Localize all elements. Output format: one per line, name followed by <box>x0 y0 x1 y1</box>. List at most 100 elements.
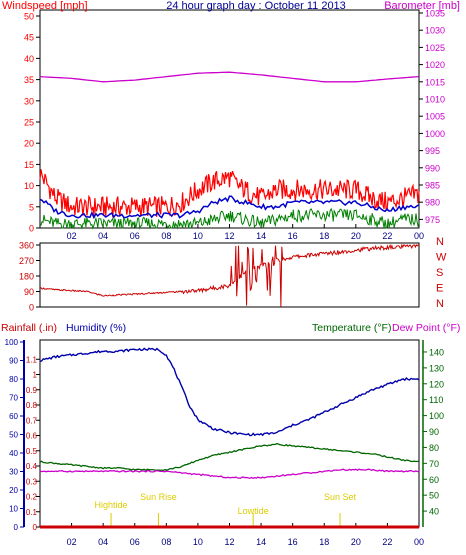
barometer-series-line <box>39 71 420 83</box>
rain-y-tick-label: 0.5 <box>26 447 38 456</box>
wind-y-tick-label: 45 <box>24 33 34 43</box>
humidity-y-tick-label: 60 <box>9 412 18 421</box>
humidity-series-line <box>39 347 420 437</box>
humidity-y-tick-label: 0 <box>14 523 19 532</box>
humidity-y-tick-label: 90 <box>9 357 18 366</box>
wind-direction-series-line <box>39 243 419 307</box>
minimum-wind-series-line <box>39 207 420 230</box>
rainfall-axis-label: Rainfall (.in) <box>1 322 57 334</box>
wind-panel-frame <box>39 9 420 229</box>
direction-y-tick-label: 180 <box>19 272 34 282</box>
temperature-y-tick-label: 130 <box>429 363 444 373</box>
barometer-axis-label: Barometer [mb] <box>384 0 460 12</box>
wind-x-tick-label: 22 <box>382 231 392 241</box>
event-label: Sun Rise <box>140 492 177 502</box>
humidity-x-tick-label: 00 <box>414 537 424 547</box>
temperature-y-tick-label: 80 <box>429 443 439 453</box>
windspeed-series-line <box>39 169 420 218</box>
temperature-series-line <box>39 442 420 472</box>
rain-y-tick-label: 0.6 <box>26 432 38 441</box>
temperature-y-tick-label: 100 <box>429 411 444 421</box>
wind-x-tick-label: 04 <box>98 231 108 241</box>
barometer-y-tick-label: 1010 <box>425 95 445 105</box>
wind-x-tick-label: 12 <box>224 231 234 241</box>
wind-y-tick-label: 30 <box>24 96 34 106</box>
event-label: Lowtide <box>238 506 269 516</box>
average-wind-series-line <box>39 195 420 220</box>
rain-y-tick-label: 0.3 <box>26 477 38 486</box>
barometer-y-tick-label: 1015 <box>425 77 445 87</box>
humidity-y-tick-label: 50 <box>9 431 18 440</box>
humidity-y-tick-label: 10 <box>9 505 18 514</box>
barometer-y-tick-label: 975 <box>425 215 440 225</box>
rain-y-tick-label: 0.2 <box>26 493 38 502</box>
wind-x-tick-label: 06 <box>130 231 140 241</box>
direction-y-tick-label: 90 <box>24 287 34 297</box>
temperature-y-tick-label: 60 <box>429 475 439 485</box>
rain-y-tick-label: 0.8 <box>26 401 38 410</box>
wind-y-tick-label: 35 <box>24 75 34 85</box>
wind-y-tick-label: 0 <box>29 224 34 234</box>
barometer-y-tick-label: 1030 <box>425 26 445 36</box>
wind-x-tick-label: 08 <box>161 231 171 241</box>
barometer-y-tick-label: 995 <box>425 146 440 156</box>
humidity-x-tick-label: 16 <box>288 537 298 547</box>
rain-y-tick-label: 0.4 <box>26 462 38 471</box>
direction-y-tick-label: 360 <box>19 241 34 251</box>
barometer-y-tick-label: 1005 <box>425 112 445 122</box>
humidity-x-tick-label: 08 <box>161 537 171 547</box>
dewpoint-axis-label: Dew Point (°F) <box>392 322 460 334</box>
humidity-x-tick-label: 12 <box>224 537 234 547</box>
barometer-y-tick-label: 985 <box>425 181 440 191</box>
humidity-x-tick-label: 06 <box>130 537 140 547</box>
barometer-y-tick-label: 1025 <box>425 43 445 53</box>
humidity-panel-frame <box>39 339 420 528</box>
direction-y-tick-label: 270 <box>19 256 34 266</box>
wind-y-tick-label: 25 <box>24 118 34 128</box>
humidity-x-tick-label: 14 <box>256 537 266 547</box>
compass-label: N <box>436 298 444 310</box>
windspeed-axis-label: Windspeed [mph] <box>2 0 88 12</box>
temperature-y-tick-label: 70 <box>429 459 439 469</box>
temperature-y-tick-label: 90 <box>429 427 439 437</box>
wind-y-tick-label: 40 <box>24 54 34 64</box>
temperature-y-tick-label: 50 <box>429 491 439 501</box>
wind-x-tick-label: 18 <box>319 231 329 241</box>
humidity-x-tick-label: 20 <box>351 537 361 547</box>
wind-x-tick-label: 10 <box>193 231 203 241</box>
wind-y-tick-label: 50 <box>24 12 34 22</box>
temperature-y-tick-label: 140 <box>429 347 444 357</box>
humidity-x-tick-label: 22 <box>382 537 392 547</box>
temperature-y-tick-label: 110 <box>429 395 443 405</box>
event-label: Sun Set <box>324 492 357 502</box>
humidity-y-tick-label: 70 <box>9 394 18 403</box>
barometer-y-tick-label: 980 <box>425 198 440 208</box>
wind-x-tick-label: 00 <box>414 231 424 241</box>
temperature-y-tick-label: 120 <box>429 379 444 389</box>
compass-label: W <box>436 252 447 264</box>
barometer-y-tick-label: 990 <box>425 163 440 173</box>
humidity-y-tick-label: 80 <box>9 375 18 384</box>
humidity-y-tick-label: 100 <box>5 338 19 347</box>
barometer-y-tick-label: 1035 <box>425 9 445 19</box>
temperature-y-tick-label: 40 <box>429 507 439 517</box>
compass-label: E <box>436 283 443 295</box>
barometer-y-tick-label: 1000 <box>425 129 445 139</box>
rain-y-tick-label: 0.9 <box>26 386 38 395</box>
rain-y-tick-label: 1.1 <box>26 355 38 364</box>
humidity-x-tick-label: 18 <box>319 537 329 547</box>
barometer-y-tick-label: 1020 <box>425 60 445 70</box>
compass-label: S <box>436 267 443 279</box>
humidity-axis-label: Humidity (%) <box>66 322 126 334</box>
dewpoint-series-line <box>39 468 420 480</box>
direction-panel-frame <box>39 242 420 308</box>
wind-x-tick-label: 16 <box>288 231 298 241</box>
wind-y-tick-label: 20 <box>24 139 34 149</box>
wind-y-tick-label: 15 <box>24 160 34 170</box>
event-label: Hightide <box>95 500 128 510</box>
rain-y-tick-label: 0.1 <box>26 508 38 517</box>
chart-title: 24 hour graph day : October 11 2013 <box>166 0 346 12</box>
direction-y-tick-label: 0 <box>29 303 34 313</box>
